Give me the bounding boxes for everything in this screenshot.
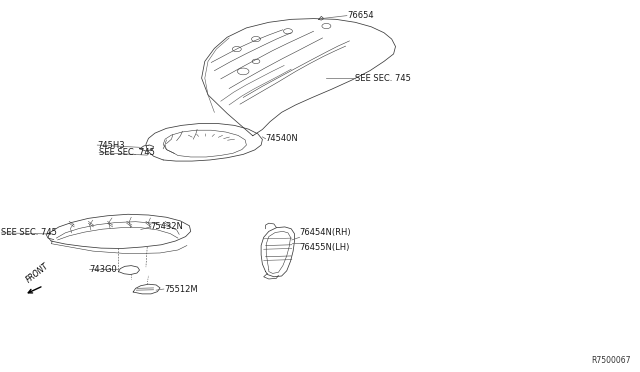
Text: 76454N(RH): 76454N(RH) (300, 228, 351, 237)
Text: SEE SEC. 745: SEE SEC. 745 (1, 228, 57, 237)
Text: SEE SEC. 745: SEE SEC. 745 (355, 74, 411, 83)
Text: R7500067: R7500067 (591, 356, 630, 365)
Text: SEE SEC. 745: SEE SEC. 745 (99, 148, 155, 157)
Text: 75512M: 75512M (164, 285, 198, 294)
Text: 75432N: 75432N (150, 222, 183, 231)
Text: 743G0: 743G0 (90, 265, 117, 274)
Text: 76654: 76654 (347, 11, 374, 20)
Text: FRONT: FRONT (24, 261, 50, 284)
Text: 74540N: 74540N (266, 134, 298, 143)
Text: 745H3: 745H3 (97, 141, 125, 150)
Text: 76455N(LH): 76455N(LH) (300, 243, 350, 251)
